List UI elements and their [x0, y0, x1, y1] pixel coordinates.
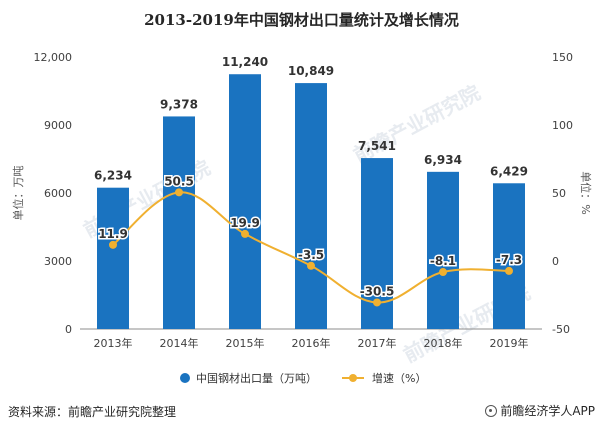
line-data-label: -7.3: [496, 253, 522, 267]
line-data-label: 19.9: [230, 216, 260, 230]
y-left-tick-label: 6000: [44, 187, 72, 200]
y-left-tick-label: 9000: [44, 119, 72, 132]
x-tick-label: 2015年: [226, 336, 265, 350]
legend-bar-swatch: [180, 373, 190, 383]
line-data-label: -8.1: [430, 254, 456, 268]
bar: [229, 74, 261, 329]
y-left-tick-label: 3000: [44, 255, 72, 268]
bar-data-label: 11,240: [222, 55, 268, 69]
legend-line-label: 增速（%）: [372, 371, 426, 385]
line-data-label: 11.9: [98, 227, 128, 241]
bar-data-label: 10,849: [288, 64, 334, 78]
x-tick-label: 2014年: [160, 336, 199, 350]
growth-point: [505, 266, 513, 275]
bar: [295, 83, 327, 330]
y-left-tick-label: 12,000: [34, 51, 73, 64]
line-data-label: -30.5: [360, 284, 395, 298]
bar-data-label: 6,934: [424, 153, 462, 167]
x-tick-label: 2018年: [424, 336, 463, 350]
bar-data-label: 6,234: [94, 169, 132, 183]
growth-point: [241, 229, 249, 238]
y-right-tick-label: 0: [552, 255, 559, 268]
x-tick-label: 2016年: [292, 336, 331, 350]
bar: [97, 187, 129, 329]
watermark-text: 前瞻产业研究院: [349, 80, 484, 167]
y-left-tick-label: 0: [65, 323, 72, 336]
source-note: 资料来源：前瞻产业研究院整理: [8, 405, 177, 419]
line-data-label: 50.5: [164, 174, 194, 188]
y-right-tick-label: 150: [552, 51, 573, 64]
x-tick-label: 2019年: [490, 336, 529, 350]
legend: 中国钢材出口量（万吨） 增速（%）: [180, 371, 426, 385]
y-right-axis-title: 单位：%: [579, 171, 593, 214]
bar: [427, 171, 459, 329]
growth-point: [373, 298, 381, 307]
x-tick-label: 2013年: [94, 336, 133, 350]
chart-title: 2013-2019年中国钢材出口量统计及增长情况: [144, 11, 459, 29]
bar: [163, 116, 195, 329]
bar-series: [97, 74, 525, 330]
bar-data-label: 7,541: [358, 139, 396, 153]
y-right-tick-label: 50: [552, 187, 566, 200]
brand-logo-icon: [485, 404, 498, 417]
line-data-label: -3.5: [298, 248, 324, 262]
y-left-axis-title: 单位：万吨: [11, 166, 25, 221]
brand-text: 前瞻经济学人APP: [500, 404, 595, 418]
y-right-tick-label: 100: [552, 119, 573, 132]
y-right-tick-label: -50: [552, 323, 570, 336]
brand-credit: 前瞻经济学人APP: [485, 402, 595, 419]
growth-point: [109, 240, 117, 249]
growth-point: [439, 268, 447, 277]
legend-bar-label: 中国钢材出口量（万吨）: [196, 371, 317, 385]
bar: [493, 183, 525, 329]
growth-point: [307, 261, 315, 270]
legend-line-marker: [349, 374, 357, 382]
data-labels: 6,234 9,378 11,240 10,849 7,541 6,934 6,429 11.…: [94, 55, 528, 300]
bar-data-label: 9,378: [160, 97, 198, 111]
bar-data-label: 6,429: [490, 164, 528, 178]
growth-point: [175, 188, 183, 197]
x-tick-label: 2017年: [358, 336, 397, 350]
line-series: [109, 188, 513, 307]
